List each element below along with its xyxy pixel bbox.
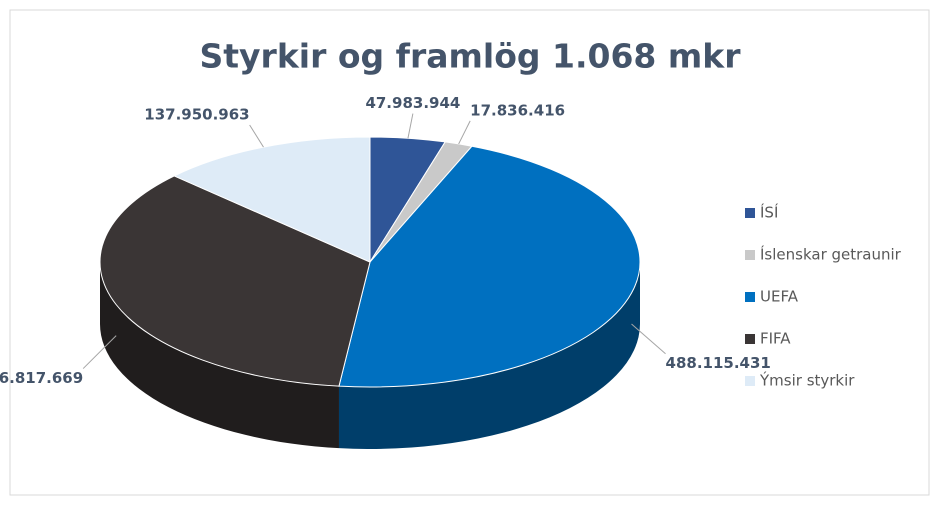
legend-label: UEFA (760, 288, 799, 306)
pie-side (338, 262, 640, 450)
pie-side (100, 262, 339, 449)
legend-label: Íslenskar getraunir (760, 245, 902, 264)
chart-title: Styrkir og framlög 1.068 mkr (200, 37, 742, 76)
legend-label: FIFA (760, 330, 791, 348)
legend-swatch (745, 250, 755, 260)
data-label: 376.817.669 (0, 369, 83, 387)
pie-slice (338, 145, 641, 388)
data-label: 488.115.431 (666, 354, 771, 372)
legend-swatch (745, 376, 755, 386)
data-label: 17.836.416 (470, 101, 565, 119)
data-label: 47.983.944 (365, 94, 460, 112)
leader-line (407, 113, 414, 139)
legend-label: Ýmsir styrkir (759, 371, 855, 390)
legend-swatch (745, 334, 755, 344)
leader-line (249, 124, 264, 148)
legend-label: ÍSÍ (760, 203, 778, 222)
leader-line (631, 323, 666, 355)
leader-line (458, 120, 471, 145)
legend-swatch (745, 292, 755, 302)
legend-swatch (745, 208, 755, 218)
data-label: 137.950.963 (144, 105, 249, 123)
leader-line (82, 335, 117, 369)
pie-slice (99, 175, 371, 387)
